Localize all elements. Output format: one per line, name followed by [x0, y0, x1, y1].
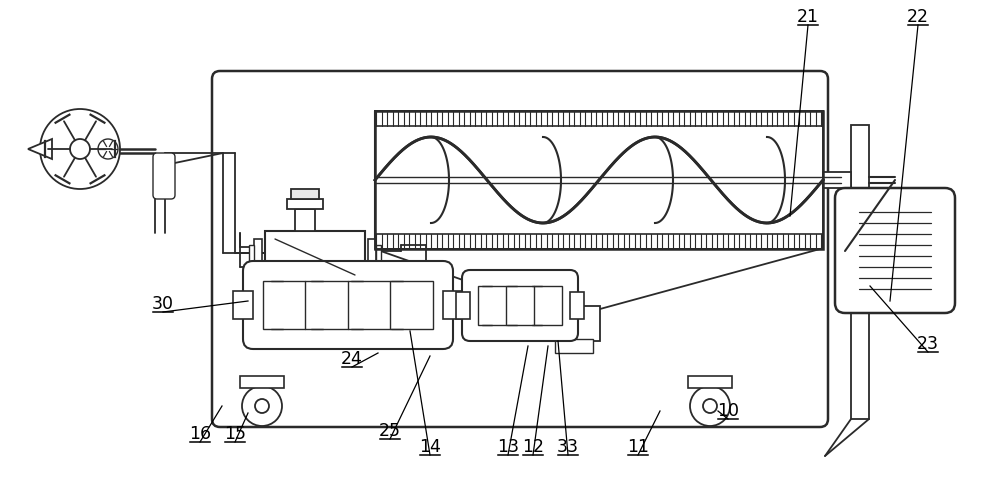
- FancyBboxPatch shape: [212, 72, 828, 427]
- Bar: [375, 112, 823, 249]
- Bar: [570, 293, 584, 319]
- Bar: [548, 307, 600, 341]
- FancyBboxPatch shape: [462, 271, 578, 341]
- Bar: [157, 159, 173, 193]
- Bar: [851, 235, 869, 419]
- Polygon shape: [431, 138, 449, 223]
- Circle shape: [255, 399, 269, 413]
- Text: 22: 22: [907, 8, 929, 26]
- Circle shape: [40, 110, 120, 189]
- Circle shape: [690, 386, 730, 426]
- Circle shape: [242, 386, 282, 426]
- Bar: [368, 239, 376, 276]
- Text: 14: 14: [419, 437, 441, 455]
- Polygon shape: [655, 138, 673, 223]
- FancyBboxPatch shape: [153, 154, 175, 199]
- Circle shape: [70, 140, 90, 160]
- Bar: [376, 245, 381, 270]
- Bar: [555, 339, 593, 353]
- Text: 10: 10: [717, 401, 739, 419]
- Bar: [233, 292, 253, 319]
- Bar: [287, 199, 323, 209]
- Bar: [688, 376, 732, 388]
- Bar: [263, 282, 433, 329]
- Polygon shape: [543, 138, 561, 223]
- Bar: [478, 287, 562, 325]
- Text: 12: 12: [522, 437, 544, 455]
- FancyBboxPatch shape: [243, 262, 453, 349]
- Bar: [375, 234, 823, 249]
- Bar: [851, 126, 869, 235]
- Bar: [291, 189, 319, 199]
- Text: 23: 23: [917, 334, 939, 352]
- Text: 11: 11: [627, 437, 649, 455]
- Text: 30: 30: [152, 295, 174, 313]
- Text: 21: 21: [797, 8, 819, 26]
- Bar: [295, 209, 315, 231]
- Bar: [240, 376, 284, 388]
- Text: 13: 13: [497, 437, 519, 455]
- Bar: [249, 245, 254, 270]
- Bar: [456, 293, 470, 319]
- Bar: [265, 231, 365, 284]
- Bar: [375, 112, 823, 249]
- Polygon shape: [767, 138, 785, 223]
- Text: 16: 16: [189, 424, 211, 442]
- FancyBboxPatch shape: [835, 188, 955, 313]
- Text: 24: 24: [341, 349, 363, 367]
- Bar: [254, 239, 262, 276]
- Bar: [443, 292, 463, 319]
- Text: 33: 33: [557, 437, 579, 455]
- Circle shape: [703, 399, 717, 413]
- Polygon shape: [28, 140, 52, 160]
- Circle shape: [98, 140, 118, 160]
- Text: 25: 25: [379, 421, 401, 439]
- Text: 15: 15: [224, 424, 246, 442]
- Bar: [375, 112, 823, 127]
- Bar: [823, 173, 851, 188]
